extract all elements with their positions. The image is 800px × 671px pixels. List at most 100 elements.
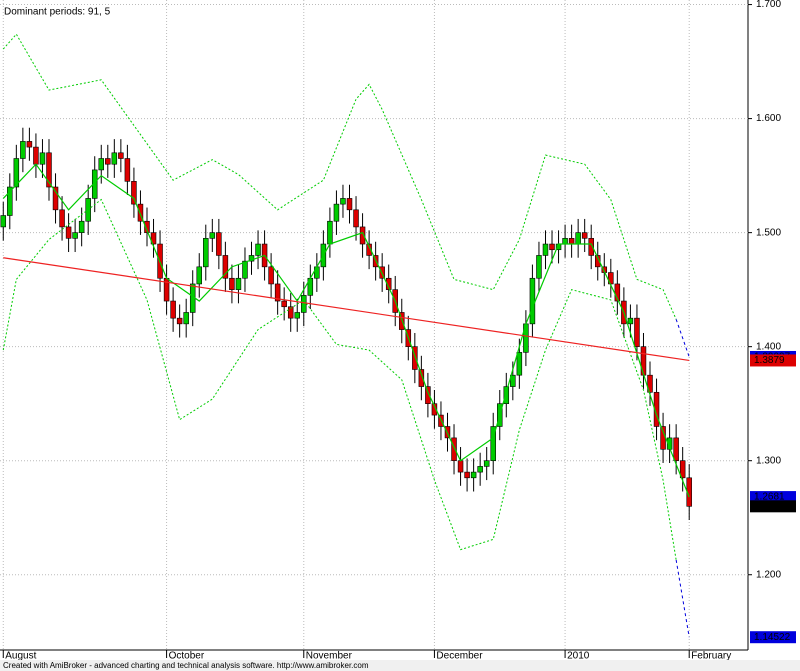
candle-body <box>588 238 594 256</box>
candle-body <box>529 277 536 325</box>
candle-body <box>627 317 634 325</box>
footer: Created with AmiBroker - advanced charti… <box>3 661 369 670</box>
candle-body <box>274 283 281 302</box>
candle-body <box>510 374 516 387</box>
candle-body <box>65 226 72 239</box>
candle-body <box>59 209 65 228</box>
candle-body <box>333 203 340 222</box>
x-tick-label: December <box>436 651 483 662</box>
candle-body <box>653 391 660 427</box>
candle-body <box>203 238 209 268</box>
candle-body <box>451 437 457 462</box>
candle-body <box>216 232 222 256</box>
footer-bar <box>0 660 800 671</box>
y-tick-label: 1.500 <box>756 227 781 238</box>
x-tick-label: August <box>5 651 36 662</box>
candle-body <box>673 437 679 462</box>
candle-body <box>412 346 418 370</box>
candle-body <box>170 300 176 319</box>
candle-body <box>248 255 255 262</box>
candle-body <box>255 243 261 256</box>
price-box <box>750 491 796 504</box>
candle-body <box>542 243 549 256</box>
indicator-line <box>675 319 690 358</box>
candle-body <box>7 186 13 216</box>
candle-body <box>516 352 523 376</box>
x-tick-label: 2010 <box>567 651 590 662</box>
candle-body <box>581 232 588 239</box>
candle-body <box>385 277 392 290</box>
candle-body <box>314 266 320 279</box>
candle-body <box>634 317 640 347</box>
y-tick-label: 1.200 <box>756 569 781 580</box>
candle-body <box>457 460 464 473</box>
candle-body <box>229 277 235 290</box>
candle-body <box>327 220 333 245</box>
candle-body <box>20 141 26 159</box>
candle-body <box>78 220 85 233</box>
candle-body <box>477 466 483 473</box>
candle-body <box>287 306 294 319</box>
candle-body <box>33 146 39 165</box>
indicator-line <box>2 163 690 498</box>
candle-body <box>242 260 248 279</box>
candle-body <box>425 386 431 404</box>
y-tick-label: 1.300 <box>756 455 781 466</box>
candle-body <box>562 238 568 245</box>
candle-body <box>235 277 242 290</box>
chart-title: Dominant periods: 91, 5 <box>4 7 111 18</box>
candle-body <box>418 369 425 387</box>
indicator-line <box>2 198 677 560</box>
candle-body <box>98 158 105 171</box>
candle-body <box>209 232 216 239</box>
candle-body <box>679 460 686 479</box>
candle-body <box>150 232 157 245</box>
candle-body <box>503 386 510 404</box>
candle-body <box>0 215 7 228</box>
candle-body <box>346 198 353 211</box>
price-box <box>750 354 796 367</box>
candle-body <box>281 300 287 308</box>
y-tick-label: 1.400 <box>756 341 781 352</box>
candle-body <box>111 152 118 165</box>
candle-body <box>118 152 124 159</box>
candle-body <box>72 232 78 239</box>
candle-body <box>268 266 274 285</box>
x-tick-label: November <box>306 651 353 662</box>
candle-body <box>594 255 601 268</box>
x-tick-label: February <box>691 651 731 662</box>
candle-body <box>222 255 229 279</box>
indicator-line <box>3 257 690 362</box>
price-box <box>750 500 796 513</box>
candle-body <box>196 266 202 285</box>
candle-body <box>131 181 137 205</box>
candle-body <box>536 255 542 279</box>
candle-body <box>26 141 33 148</box>
candle-body <box>353 209 359 228</box>
price-label: 1.14522 <box>754 632 791 643</box>
price-label: 1.3879 <box>754 355 785 366</box>
candle-body <box>301 295 307 313</box>
candle-body <box>366 243 372 256</box>
candle-body <box>359 226 366 245</box>
candle-body <box>647 374 653 393</box>
candle-body <box>183 312 189 325</box>
candle-body <box>483 460 490 467</box>
price-box <box>750 631 796 644</box>
candle-body <box>39 152 46 165</box>
candle-body <box>568 238 575 245</box>
candle-body <box>549 243 555 251</box>
candle-body <box>52 186 59 211</box>
candle-body <box>144 220 150 233</box>
indicator-line <box>675 559 690 638</box>
y-tick-label: 1.600 <box>756 113 781 124</box>
x-tick-label: October <box>169 651 205 662</box>
price-label: 1.2681 <box>754 492 785 503</box>
candle-body <box>124 158 131 182</box>
candle-body <box>105 158 111 165</box>
candle-body <box>464 471 470 479</box>
candle-body <box>176 317 183 325</box>
